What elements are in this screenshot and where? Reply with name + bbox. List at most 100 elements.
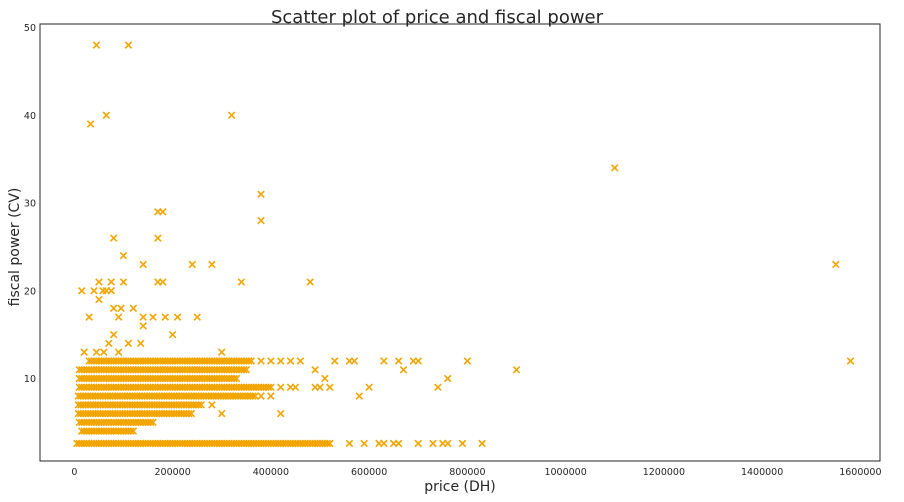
data-point [257, 392, 265, 400]
data-point [119, 251, 128, 260]
data-point [95, 278, 103, 286]
data-point [107, 278, 115, 286]
data-point [443, 374, 452, 383]
data-point [149, 313, 157, 321]
data-point [458, 439, 467, 448]
data-point [323, 439, 332, 448]
data-point [350, 357, 359, 365]
data-point [217, 409, 226, 418]
data-point [227, 111, 236, 120]
data-point [92, 348, 101, 356]
data-point [100, 348, 108, 356]
data-point [394, 439, 403, 448]
data-point [194, 401, 203, 409]
y-tick-label: 50 [24, 23, 36, 34]
data-point [291, 383, 300, 392]
data-point [394, 357, 403, 365]
data-point [245, 357, 253, 365]
data-point [124, 41, 133, 49]
data-point [434, 383, 442, 392]
data-point [119, 278, 128, 286]
data-point [117, 304, 125, 313]
data-point [257, 216, 265, 225]
data-point [90, 286, 98, 295]
data-point [173, 313, 182, 321]
y-tick-label: 40 [24, 111, 36, 122]
y-tick-label: 30 [24, 199, 36, 210]
data-point [230, 374, 238, 383]
data-point [316, 383, 324, 392]
data-point [610, 164, 619, 172]
data-point [102, 111, 111, 120]
data-point [114, 348, 123, 356]
data-point [217, 348, 226, 356]
data-point [276, 409, 285, 418]
data-point [168, 330, 177, 339]
y-axis-ticks: 10 20 30 40 50 [24, 23, 36, 385]
plot-frame [39, 23, 881, 462]
data-point [296, 357, 305, 365]
x-tick-label: 1200000 [643, 467, 685, 478]
data-point [129, 427, 138, 435]
data-point [129, 304, 138, 313]
data-point [512, 365, 521, 374]
data-point [286, 357, 295, 365]
data-point [85, 313, 93, 321]
y-axis-label: fiscal power (CV) [7, 188, 23, 307]
chart-title: Scatter plot of price and fiscal power [271, 7, 604, 28]
x-tick-label: 600000 [351, 467, 387, 478]
data-point [267, 392, 275, 400]
x-axis-ticks: 0 200000 400000 600000 800000 1000000 1200000 1… [71, 467, 881, 478]
data-point [95, 295, 103, 304]
data-point [161, 313, 170, 321]
data-point [380, 357, 388, 365]
data-point [429, 439, 437, 448]
data-point [443, 439, 452, 448]
x-tick-label: 400000 [253, 467, 289, 478]
data-point [188, 260, 197, 269]
data-point [159, 208, 167, 216]
data-point [380, 439, 388, 448]
data-point [139, 313, 147, 321]
data-point [139, 322, 147, 330]
data-point [326, 383, 334, 392]
data-point [107, 286, 115, 295]
x-tick-label: 800000 [449, 467, 485, 478]
data-point [154, 234, 162, 242]
data-point [832, 260, 840, 269]
data-point [86, 120, 95, 128]
y-tick-label: 20 [24, 286, 36, 297]
x-axis-label: price (DH) [424, 479, 496, 495]
data-point [114, 313, 123, 321]
data-point [197, 401, 205, 409]
y-tick-label: 10 [24, 374, 36, 385]
data-point [139, 260, 147, 269]
data-point [414, 357, 423, 365]
data-point [478, 439, 486, 448]
data-point [463, 357, 472, 365]
data-point [92, 41, 101, 49]
data-point [326, 439, 334, 448]
data-point [185, 409, 193, 418]
data-point [251, 392, 259, 400]
data-point [355, 392, 364, 400]
data-point [159, 278, 167, 286]
data-point [247, 357, 255, 365]
data-point [846, 357, 855, 365]
data-point [109, 330, 118, 339]
data-point [149, 418, 157, 427]
data-point [306, 278, 314, 286]
data-point [109, 234, 118, 242]
data-point [146, 418, 155, 427]
data-point [242, 365, 251, 374]
data-point [321, 374, 329, 383]
data-point [208, 260, 216, 269]
x-tick-label: 1600000 [839, 467, 881, 478]
data-point [80, 348, 88, 356]
data-point [124, 339, 133, 348]
x-tick-label: 1000000 [544, 467, 586, 478]
data-point [237, 278, 246, 286]
data-point [276, 357, 285, 365]
data-point [267, 383, 275, 392]
